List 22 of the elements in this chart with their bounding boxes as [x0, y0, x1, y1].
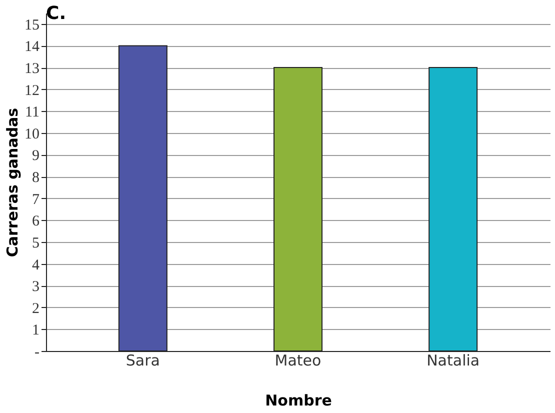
- y-tick-label: 4: [32, 257, 40, 274]
- y-tick-label: 1: [32, 322, 40, 339]
- y-tick-label: 14: [24, 39, 40, 56]
- y-tick-label: 7: [32, 192, 40, 208]
- y-tick-label: 3: [32, 279, 40, 296]
- y-tick-label: 15: [24, 17, 40, 34]
- y-tick-label: -: [34, 344, 40, 360]
- y-tick-label: 2: [32, 300, 40, 317]
- y-tick-label: 12: [24, 82, 40, 99]
- y-tick-label: 6: [32, 214, 40, 230]
- y-axis-title: Carreras ganadas: [4, 108, 22, 258]
- x-tick-label: Natalia: [426, 352, 480, 370]
- y-tick-label: 9: [32, 148, 40, 164]
- y-tick-label: 8: [32, 170, 40, 186]
- y-tick-label: 11: [25, 104, 40, 121]
- x-tick-label: Mateo: [274, 352, 322, 370]
- x-axis-title: Nombre: [265, 392, 332, 410]
- y-tick-label: 13: [24, 61, 40, 78]
- x-tick-label: Sara: [126, 352, 160, 370]
- y-tick-label: 10: [24, 126, 40, 142]
- chart-title: C.: [46, 3, 66, 24]
- y-tick-label: 5: [32, 235, 40, 252]
